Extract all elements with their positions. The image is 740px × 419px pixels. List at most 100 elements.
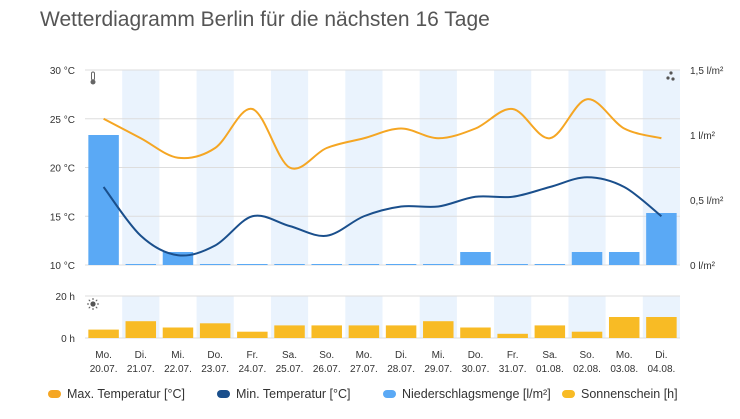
x-label-date: 01.08. — [536, 364, 564, 375]
min-temp-point[interactable] — [585, 175, 589, 179]
max-temp-point[interactable] — [548, 136, 552, 140]
precip-tick-label: 0 l/m² — [690, 261, 716, 272]
legend-item-max-temp[interactable]: Max. Temperatur [°C] — [48, 387, 185, 401]
precip-bar[interactable] — [534, 264, 566, 265]
x-label-day: Do. — [207, 350, 223, 361]
x-label-date: 03.08. — [610, 364, 638, 375]
precip-bar[interactable] — [88, 135, 119, 265]
sunshine-bar[interactable] — [497, 333, 528, 338]
sunshine-bar[interactable] — [88, 329, 119, 338]
min-temp-point[interactable] — [436, 205, 440, 209]
sunshine-bar[interactable] — [608, 317, 640, 338]
max-temp-point[interactable] — [250, 107, 254, 111]
raindrop — [666, 76, 670, 80]
min-temp-point[interactable] — [325, 234, 329, 238]
min-temp-point[interactable] — [659, 214, 663, 218]
min-temp-point[interactable] — [362, 214, 366, 218]
legend-item-precip[interactable]: Niederschlagsmenge [l/m²] — [383, 387, 551, 401]
sunshine-bar[interactable] — [274, 325, 305, 338]
max-temp-point[interactable] — [176, 156, 180, 160]
temp-tick-label: 10 °C — [50, 261, 75, 272]
min-temp-point[interactable] — [511, 195, 515, 199]
precip-bar[interactable] — [460, 252, 491, 265]
temperature-lines — [102, 97, 663, 257]
x-label-date: 28.07. — [387, 364, 415, 375]
sunshine-bar[interactable] — [571, 331, 603, 338]
min-temp-point[interactable] — [548, 185, 552, 189]
sunshine-bar[interactable] — [311, 325, 342, 338]
min-temp-point[interactable] — [399, 205, 403, 209]
max-temp-point[interactable] — [659, 136, 663, 140]
min-temp-point[interactable] — [139, 234, 143, 238]
precip-bar[interactable] — [274, 264, 305, 265]
x-label-date: 04.08. — [648, 364, 676, 375]
sunshine-bar[interactable] — [199, 323, 231, 338]
x-label-day: Mo. — [356, 350, 373, 361]
raindrop — [671, 77, 675, 81]
precip-bar[interactable] — [199, 264, 231, 265]
precip-bar[interactable] — [497, 264, 528, 265]
raindrops-icon — [666, 71, 675, 81]
sunshine-bar[interactable] — [534, 325, 566, 338]
sun-ray — [88, 299, 91, 302]
precip-bar[interactable] — [571, 252, 603, 265]
sun-tick-label: 20 h — [56, 292, 75, 303]
precip-tick-label: 1 l/m² — [690, 131, 716, 142]
min-temp-line[interactable] — [102, 176, 663, 257]
legend-swatch-max-temp — [48, 389, 61, 398]
sunshine-bar[interactable] — [237, 331, 268, 338]
max-temp-line[interactable] — [103, 98, 662, 170]
temp-tick-label: 30 °C — [50, 66, 75, 77]
min-temp-point[interactable] — [622, 185, 626, 189]
min-temp-point[interactable] — [288, 224, 292, 228]
max-temp-point[interactable] — [139, 136, 143, 140]
max-temp-point[interactable] — [585, 97, 589, 101]
sunshine-bar[interactable] — [348, 325, 380, 338]
max-temp-point[interactable] — [325, 146, 329, 150]
x-label-date: 31.07. — [499, 364, 527, 375]
sunshine-bar[interactable] — [385, 325, 417, 338]
thermometer-icon — [90, 71, 96, 85]
max-temp-point[interactable] — [102, 117, 106, 121]
sun-core — [90, 301, 96, 307]
min-temp-point[interactable] — [102, 185, 106, 189]
min-temp-point[interactable] — [250, 214, 254, 218]
sun-ray — [88, 306, 91, 309]
max-temp-point[interactable] — [399, 127, 403, 131]
max-temp-point[interactable] — [473, 127, 477, 131]
max-temp-point[interactable] — [362, 136, 366, 140]
sunshine-bar[interactable] — [423, 321, 454, 338]
precip-bar[interactable] — [348, 264, 380, 265]
sunshine-bar[interactable] — [460, 327, 491, 339]
x-label-day: Fr. — [507, 350, 519, 361]
x-label-date: 26.07. — [313, 364, 341, 375]
min-temp-point[interactable] — [473, 195, 477, 199]
x-label-day: Mo. — [616, 350, 633, 361]
precip-bar[interactable] — [423, 264, 454, 265]
legend-item-sun[interactable]: Sonnenschein [h] — [562, 387, 678, 401]
x-label-day: Mi. — [432, 350, 445, 361]
precip-bar[interactable] — [646, 213, 677, 265]
max-temp-point[interactable] — [511, 107, 515, 111]
min-temp-point[interactable] — [176, 253, 180, 257]
precip-bar[interactable] — [125, 264, 157, 265]
legend-item-min-temp[interactable]: Min. Temperatur [°C] — [217, 387, 351, 401]
precip-bar[interactable] — [237, 264, 268, 265]
precip-bar[interactable] — [385, 264, 417, 265]
weather-chart: 10 °C 15 °C 20 °C 25 °C 30 °C 0 l/m² 0,5 l/m²… — [50, 66, 724, 375]
max-temp-point[interactable] — [288, 166, 292, 170]
precipitation-axis: 0 l/m² 0,5 l/m² 1 l/m² 1,5 l/m² — [690, 66, 724, 272]
max-temp-point[interactable] — [213, 146, 217, 150]
sun-icon — [87, 298, 99, 310]
precip-bar[interactable] — [608, 252, 640, 265]
max-temp-point[interactable] — [436, 136, 440, 140]
sunshine-bar[interactable] — [646, 317, 677, 338]
legend-label-min-temp: Min. Temperatur [°C] — [236, 387, 351, 401]
x-label-day: Sa. — [282, 350, 297, 361]
sunshine-bar[interactable] — [125, 321, 157, 338]
min-temp-point[interactable] — [213, 244, 217, 248]
max-temp-point[interactable] — [622, 127, 626, 131]
alternating-day-bands — [122, 70, 680, 338]
sunshine-bar[interactable] — [162, 327, 194, 339]
precip-bar[interactable] — [311, 264, 342, 265]
